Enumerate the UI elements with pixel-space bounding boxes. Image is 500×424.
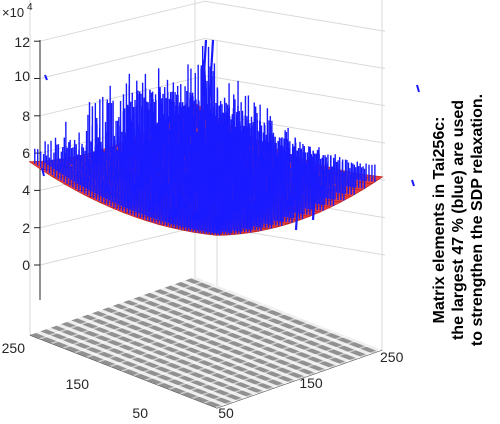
- projection-gap: [179, 335, 347, 395]
- projection-gap: [74, 294, 242, 353]
- z-tick-label: 2: [22, 220, 30, 236]
- spike-line: [311, 149, 320, 221]
- projection-gap: [38, 280, 206, 340]
- z-gridline: [204, 75, 386, 107]
- y-tick-label: 150: [66, 376, 90, 392]
- projection-gap: [167, 330, 336, 390]
- spike-line: [199, 39, 208, 126]
- z-axis: 12 10 8 6 4 2 0 ×10 4: [2, 2, 33, 273]
- x-tick-label: 50: [218, 405, 234, 421]
- z-tick-label: 0: [22, 257, 30, 273]
- projection-gap: [50, 285, 218, 344]
- z-tick-label: 12: [14, 34, 30, 50]
- projection-gap: [214, 349, 382, 408]
- z-gridline: [204, 38, 386, 69]
- z-exponent-base: ×10: [2, 5, 24, 20]
- x-axis: 50 150 250: [218, 349, 403, 421]
- z-gridline: [39, 38, 206, 79]
- z-tick-label: 8: [22, 108, 30, 124]
- projection-gap: [97, 303, 265, 363]
- projection-gap: [203, 344, 371, 404]
- z-tick-label: 4: [22, 182, 30, 198]
- projection-gap: [62, 289, 230, 349]
- projection-gap: [120, 312, 289, 372]
- y-axis: 250 150 50: [2, 340, 149, 421]
- side-annotation: Matrix elements in Tai256c: the largest …: [431, 94, 486, 346]
- projection-gap: [191, 340, 359, 399]
- y-tick-label: 50: [132, 405, 148, 421]
- bottom-projection: [30, 277, 382, 408]
- z-tick-label: 6: [22, 145, 30, 161]
- z-gridline: [39, 224, 206, 266]
- annotation-line-2: the largest 47 % (blue) are used: [450, 100, 467, 340]
- z-gridline: [39, 75, 206, 117]
- z-exponent-power: 4: [27, 2, 33, 13]
- spike-line: [411, 179, 415, 187]
- x-tick-label: 150: [299, 375, 323, 391]
- spike-line: [416, 84, 420, 93]
- blue-spikes: [34, 39, 420, 236]
- annotation-line-3: to strengthen the SDP relaxation.: [469, 94, 486, 346]
- spike-line: [41, 167, 45, 177]
- x-tick-label: 250: [380, 349, 404, 365]
- spike-line: [202, 59, 211, 171]
- projection-gap: [132, 317, 300, 376]
- projection-gap: [85, 298, 253, 358]
- spike-line: [44, 74, 48, 81]
- z-gridline: [204, 0, 386, 32]
- projection-gap: [109, 307, 277, 367]
- annotation-line-1: Matrix elements in Tai256c:: [431, 117, 448, 324]
- projection-gap: [156, 326, 324, 386]
- spike-line: [206, 39, 215, 126]
- z-gridline: [39, 0, 206, 42]
- projection-gap: [144, 321, 312, 381]
- spike-line: [294, 149, 303, 231]
- z-tick-label: 10: [14, 68, 30, 84]
- y-tick-label: 250: [2, 340, 26, 356]
